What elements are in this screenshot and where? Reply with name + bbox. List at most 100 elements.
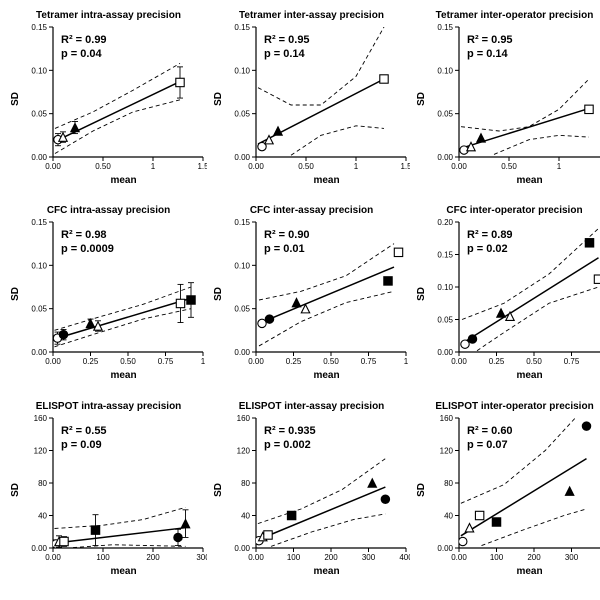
svg-text:400: 400 <box>399 553 410 562</box>
svg-text:0.00: 0.00 <box>437 153 453 162</box>
y-axis-label: SD <box>10 287 21 301</box>
x-axis-label: mean <box>49 566 199 577</box>
svg-text:1: 1 <box>557 162 562 171</box>
svg-text:p = 0.02: p = 0.02 <box>467 243 508 255</box>
svg-text:0.10: 0.10 <box>31 262 47 271</box>
panel: CFC inter-operator precision SD 0.00 0.25… <box>416 205 600 394</box>
chart-wrap: SD 0.000.250.500.7510.000.050.100.15R² =… <box>213 218 410 370</box>
svg-text:p = 0.09: p = 0.09 <box>61 439 102 451</box>
svg-text:0.00: 0.00 <box>31 348 47 357</box>
panel: CFC inter-assay precision SD 0.000.250.5… <box>213 205 410 394</box>
svg-text:R² = 0.99: R² = 0.99 <box>61 34 107 46</box>
svg-text:0.00: 0.00 <box>437 348 453 357</box>
svg-text:0.10: 0.10 <box>437 283 453 292</box>
svg-text:p = 0.14: p = 0.14 <box>467 48 509 60</box>
x-axis-label: mean <box>49 370 199 381</box>
chart-wrap: SD 0.001002003004000.004080120160R² = 0.… <box>416 414 600 566</box>
svg-text:0.00: 0.00 <box>451 357 467 366</box>
svg-text:0.00: 0.00 <box>248 553 264 562</box>
svg-text:0.50: 0.50 <box>501 162 517 171</box>
chart-wrap: SD 0.000.5011.50.000.050.100.15R² = 0.95… <box>213 23 410 175</box>
svg-text:100: 100 <box>490 553 504 562</box>
svg-text:1: 1 <box>151 162 156 171</box>
chart-svg: 0.000.250.500.7510.000.050.100.15R² = 0.… <box>23 218 207 370</box>
panel: Tetramer inter-assay precision SD 0.000.… <box>213 10 410 199</box>
chart-wrap: SD 0.000.5011.50.000.050.100.15R² = 0.99… <box>10 23 207 175</box>
x-axis-label: mean <box>49 175 199 186</box>
svg-text:p = 0.002: p = 0.002 <box>264 439 311 451</box>
svg-text:0.15: 0.15 <box>437 251 453 260</box>
svg-text:R² = 0.89: R² = 0.89 <box>467 229 513 241</box>
svg-text:0.15: 0.15 <box>234 23 250 32</box>
svg-text:R² = 0.60: R² = 0.60 <box>467 425 513 437</box>
svg-text:p = 0.07: p = 0.07 <box>467 439 508 451</box>
y-axis-label: SD <box>10 92 21 106</box>
chart-wrap: SD 0.001002003004000.004080120160R² = 0.… <box>213 414 410 566</box>
chart-svg: 0.000.250.500.7510.000.050.100.15R² = 0.… <box>226 218 410 370</box>
panel: Tetramer inter-operator precision SD 0.0… <box>416 10 600 199</box>
svg-text:160: 160 <box>440 414 454 423</box>
panel: Tetramer intra-assay precision SD 0.00 0.… <box>10 10 207 199</box>
svg-text:0.50: 0.50 <box>298 162 314 171</box>
panel-title: Tetramer inter-assay precision <box>239 10 384 21</box>
y-axis-label: SD <box>213 483 224 497</box>
y-axis-label: SD <box>416 92 427 106</box>
svg-text:1: 1 <box>354 162 359 171</box>
svg-text:80: 80 <box>38 479 47 488</box>
chart-svg: 0.000.5011.50.000.050.100.15R² = 0.95p =… <box>429 23 600 175</box>
svg-text:0.05: 0.05 <box>31 110 47 119</box>
svg-text:0.00: 0.00 <box>31 153 47 162</box>
chart-svg: 0.001002003004000.004080120160R² = 0.60p… <box>429 414 600 566</box>
panel: ELISPOT inter-assay precision SD 0.00100… <box>213 401 410 590</box>
svg-text:40: 40 <box>444 511 453 520</box>
svg-text:R² = 0.935: R² = 0.935 <box>264 425 316 437</box>
svg-text:0.15: 0.15 <box>234 218 250 227</box>
svg-text:0.50: 0.50 <box>120 357 136 366</box>
svg-text:200: 200 <box>527 553 541 562</box>
svg-text:R² = 0.95: R² = 0.95 <box>467 34 513 46</box>
chart-wrap: SD 0.000.5011.50.000.050.100.15R² = 0.95… <box>416 23 600 175</box>
y-axis-label: SD <box>213 287 224 301</box>
svg-text:0.05: 0.05 <box>234 305 250 314</box>
svg-text:R² = 0.95: R² = 0.95 <box>264 34 310 46</box>
x-axis-label: mean <box>455 566 600 577</box>
y-axis-label: SD <box>416 483 427 497</box>
panel: CFC intra-assay precision SD 0.000.250.5… <box>10 205 207 394</box>
panel-title: ELISPOT inter-assay precision <box>239 401 385 412</box>
y-axis-label: SD <box>416 287 427 301</box>
svg-text:160: 160 <box>237 414 251 423</box>
panel-title: CFC inter-operator precision <box>446 205 582 216</box>
chart-wrap: SD 0.001002003000.004080120160R² = 0.55p… <box>10 414 207 566</box>
svg-text:R² = 0.90: R² = 0.90 <box>264 229 310 241</box>
chart-svg: 0.000.5011.50.000.050.100.15R² = 0.99p =… <box>23 23 207 175</box>
svg-text:300: 300 <box>362 553 376 562</box>
svg-text:0.75: 0.75 <box>564 357 580 366</box>
x-axis-label: mean <box>455 175 600 186</box>
panel-title: Tetramer intra-assay precision <box>36 10 181 21</box>
svg-text:0.05: 0.05 <box>437 316 453 325</box>
panel-title: ELISPOT intra-assay precision <box>36 401 182 412</box>
svg-text:p = 0.14: p = 0.14 <box>264 48 306 60</box>
svg-text:0.00: 0.00 <box>248 357 264 366</box>
x-axis-label: mean <box>455 370 600 381</box>
svg-text:80: 80 <box>241 479 250 488</box>
svg-text:R² = 0.55: R² = 0.55 <box>61 425 107 437</box>
svg-text:120: 120 <box>237 446 251 455</box>
svg-text:120: 120 <box>440 446 454 455</box>
svg-text:p = 0.0009: p = 0.0009 <box>61 243 114 255</box>
svg-text:0.20: 0.20 <box>437 218 453 227</box>
svg-text:300: 300 <box>565 553 579 562</box>
svg-text:0.25: 0.25 <box>286 357 302 366</box>
svg-text:0.50: 0.50 <box>323 357 339 366</box>
svg-text:300: 300 <box>196 553 207 562</box>
svg-text:0.15: 0.15 <box>437 23 453 32</box>
svg-text:0.10: 0.10 <box>31 66 47 75</box>
svg-text:40: 40 <box>241 511 250 520</box>
svg-text:0.25: 0.25 <box>489 357 505 366</box>
panel: ELISPOT inter-operator precision SD 0.00… <box>416 401 600 590</box>
chart-svg: 0.001002003004000.004080120160R² = 0.935… <box>226 414 410 566</box>
chart-wrap: SD 0.000.250.500.7510.000.050.100.150.20… <box>416 218 600 370</box>
x-axis-label: mean <box>252 175 402 186</box>
svg-text:200: 200 <box>146 553 160 562</box>
svg-text:0.00: 0.00 <box>31 544 47 553</box>
